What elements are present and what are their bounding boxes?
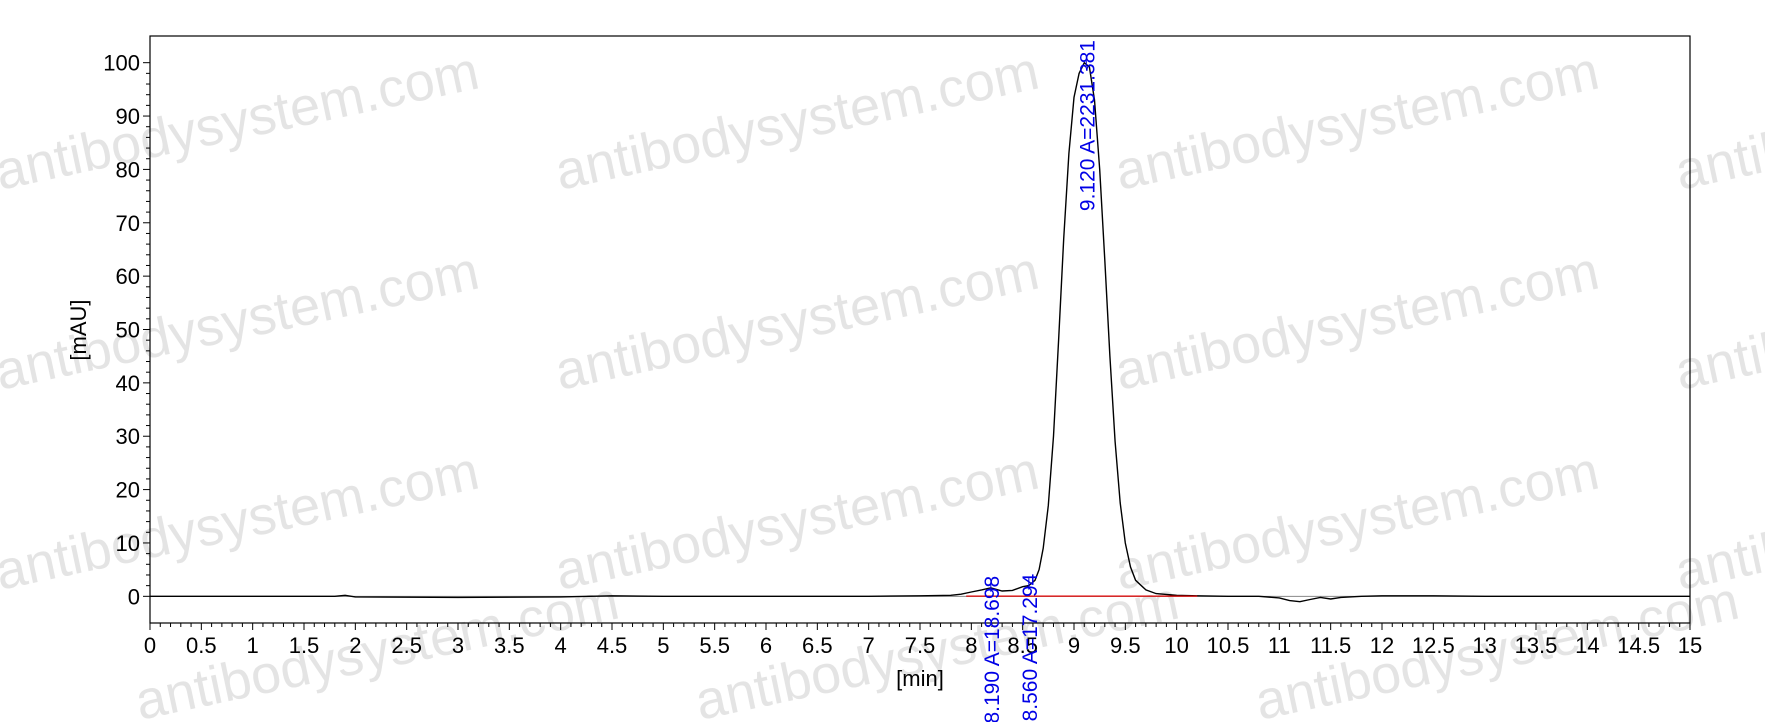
watermark-layer: antibodysystem.com antibodysystem.com anti… <box>0 41 1765 722</box>
y-tick-label: 50 <box>116 318 140 343</box>
peak-label: 9.120 A=2231.381 <box>1076 40 1099 211</box>
watermark-text: antibodysystem.com <box>550 41 1044 202</box>
x-tick-label: 11.5 <box>1310 633 1351 658</box>
x-tick-label: 1 <box>247 633 259 658</box>
x-tick-label: 6.5 <box>802 633 833 658</box>
x-tick-label: 13.5 <box>1515 633 1558 658</box>
x-tick-label: 14.5 <box>1617 633 1660 658</box>
watermark-text: antibodysystem.com <box>1110 441 1604 602</box>
x-tick-label: 8 <box>965 633 977 658</box>
x-tick-label: 9.5 <box>1110 633 1141 658</box>
peak-label: 8.560 A=17.294 <box>1019 573 1042 721</box>
x-tick-label: 13 <box>1472 633 1496 658</box>
watermark-text: antibodysystem.com <box>1670 241 1765 402</box>
x-tick-label: 14 <box>1575 633 1599 658</box>
x-tick-label: 12 <box>1370 633 1394 658</box>
peak-label: 8.190 A=18.698 <box>981 576 1004 722</box>
y-tick-label: 30 <box>116 424 140 449</box>
y-axis-title: [mAU] <box>66 299 91 360</box>
x-axis: 0 0.5 1 1.5 2 2.5 3 3.5 4 4.5 5 5.5 6 6.5 7 7.5 8 8.5 9 9.5… <box>144 623 1702 658</box>
watermark-text: antibodysystem.com <box>1110 41 1604 202</box>
watermark-text: antibodysystem.com <box>0 41 484 202</box>
x-tick-label: 4 <box>555 633 567 658</box>
y-tick-label: 20 <box>116 478 140 503</box>
x-tick-label: 9 <box>1068 633 1080 658</box>
x-tick-label: 5.5 <box>699 633 730 658</box>
x-tick-label: 8.5 <box>1007 633 1038 658</box>
y-tick-label: 40 <box>116 371 140 396</box>
x-tick-label: 10 <box>1164 633 1188 658</box>
y-tick-label: 100 <box>103 51 140 76</box>
watermark-text: antibodysystem.com <box>1670 41 1765 202</box>
x-tick-label: 10.5 <box>1207 633 1250 658</box>
x-tick-label: 2 <box>349 633 361 658</box>
y-tick-label: 60 <box>116 264 140 289</box>
x-tick-label: 7 <box>863 633 875 658</box>
x-tick-label: 5 <box>657 633 669 658</box>
y-tick-label: 70 <box>116 211 140 236</box>
x-tick-label: 3 <box>452 633 464 658</box>
x-tick-label: 6 <box>760 633 772 658</box>
y-axis: 0 10 20 30 40 50 60 70 80 90 100 <box>103 51 150 609</box>
y-tick-label: 10 <box>116 531 140 556</box>
x-tick-label: 11 <box>1268 633 1291 658</box>
x-tick-label: 4.5 <box>597 633 628 658</box>
watermark-text: antibodysystem.com <box>1110 241 1604 402</box>
x-tick-label: 3.5 <box>494 633 525 658</box>
x-axis-title: [min] <box>896 666 944 691</box>
x-tick-label: 0.5 <box>186 633 217 658</box>
peak-labels: 8.190 A=18.698 8.560 A=17.294 9.120 A=2231… <box>981 40 1099 722</box>
watermark-text: antibodysystem.com <box>0 441 484 602</box>
watermark-text: antibodysystem.com <box>550 241 1044 402</box>
y-tick-label: 0 <box>128 584 140 609</box>
y-tick-label: 80 <box>116 157 140 182</box>
y-tick-label: 90 <box>116 104 140 129</box>
chromatogram-trace <box>150 61 1690 603</box>
x-tick-label: 15 <box>1678 633 1702 658</box>
x-tick-label: 7.5 <box>905 633 936 658</box>
series-layer <box>150 61 1690 603</box>
watermark-text: antibodysystem.com <box>550 441 1044 602</box>
x-tick-label: 2.5 <box>391 633 422 658</box>
x-tick-label: 1.5 <box>289 633 320 658</box>
x-tick-label: 0 <box>144 633 156 658</box>
x-tick-label: 12.5 <box>1412 633 1455 658</box>
